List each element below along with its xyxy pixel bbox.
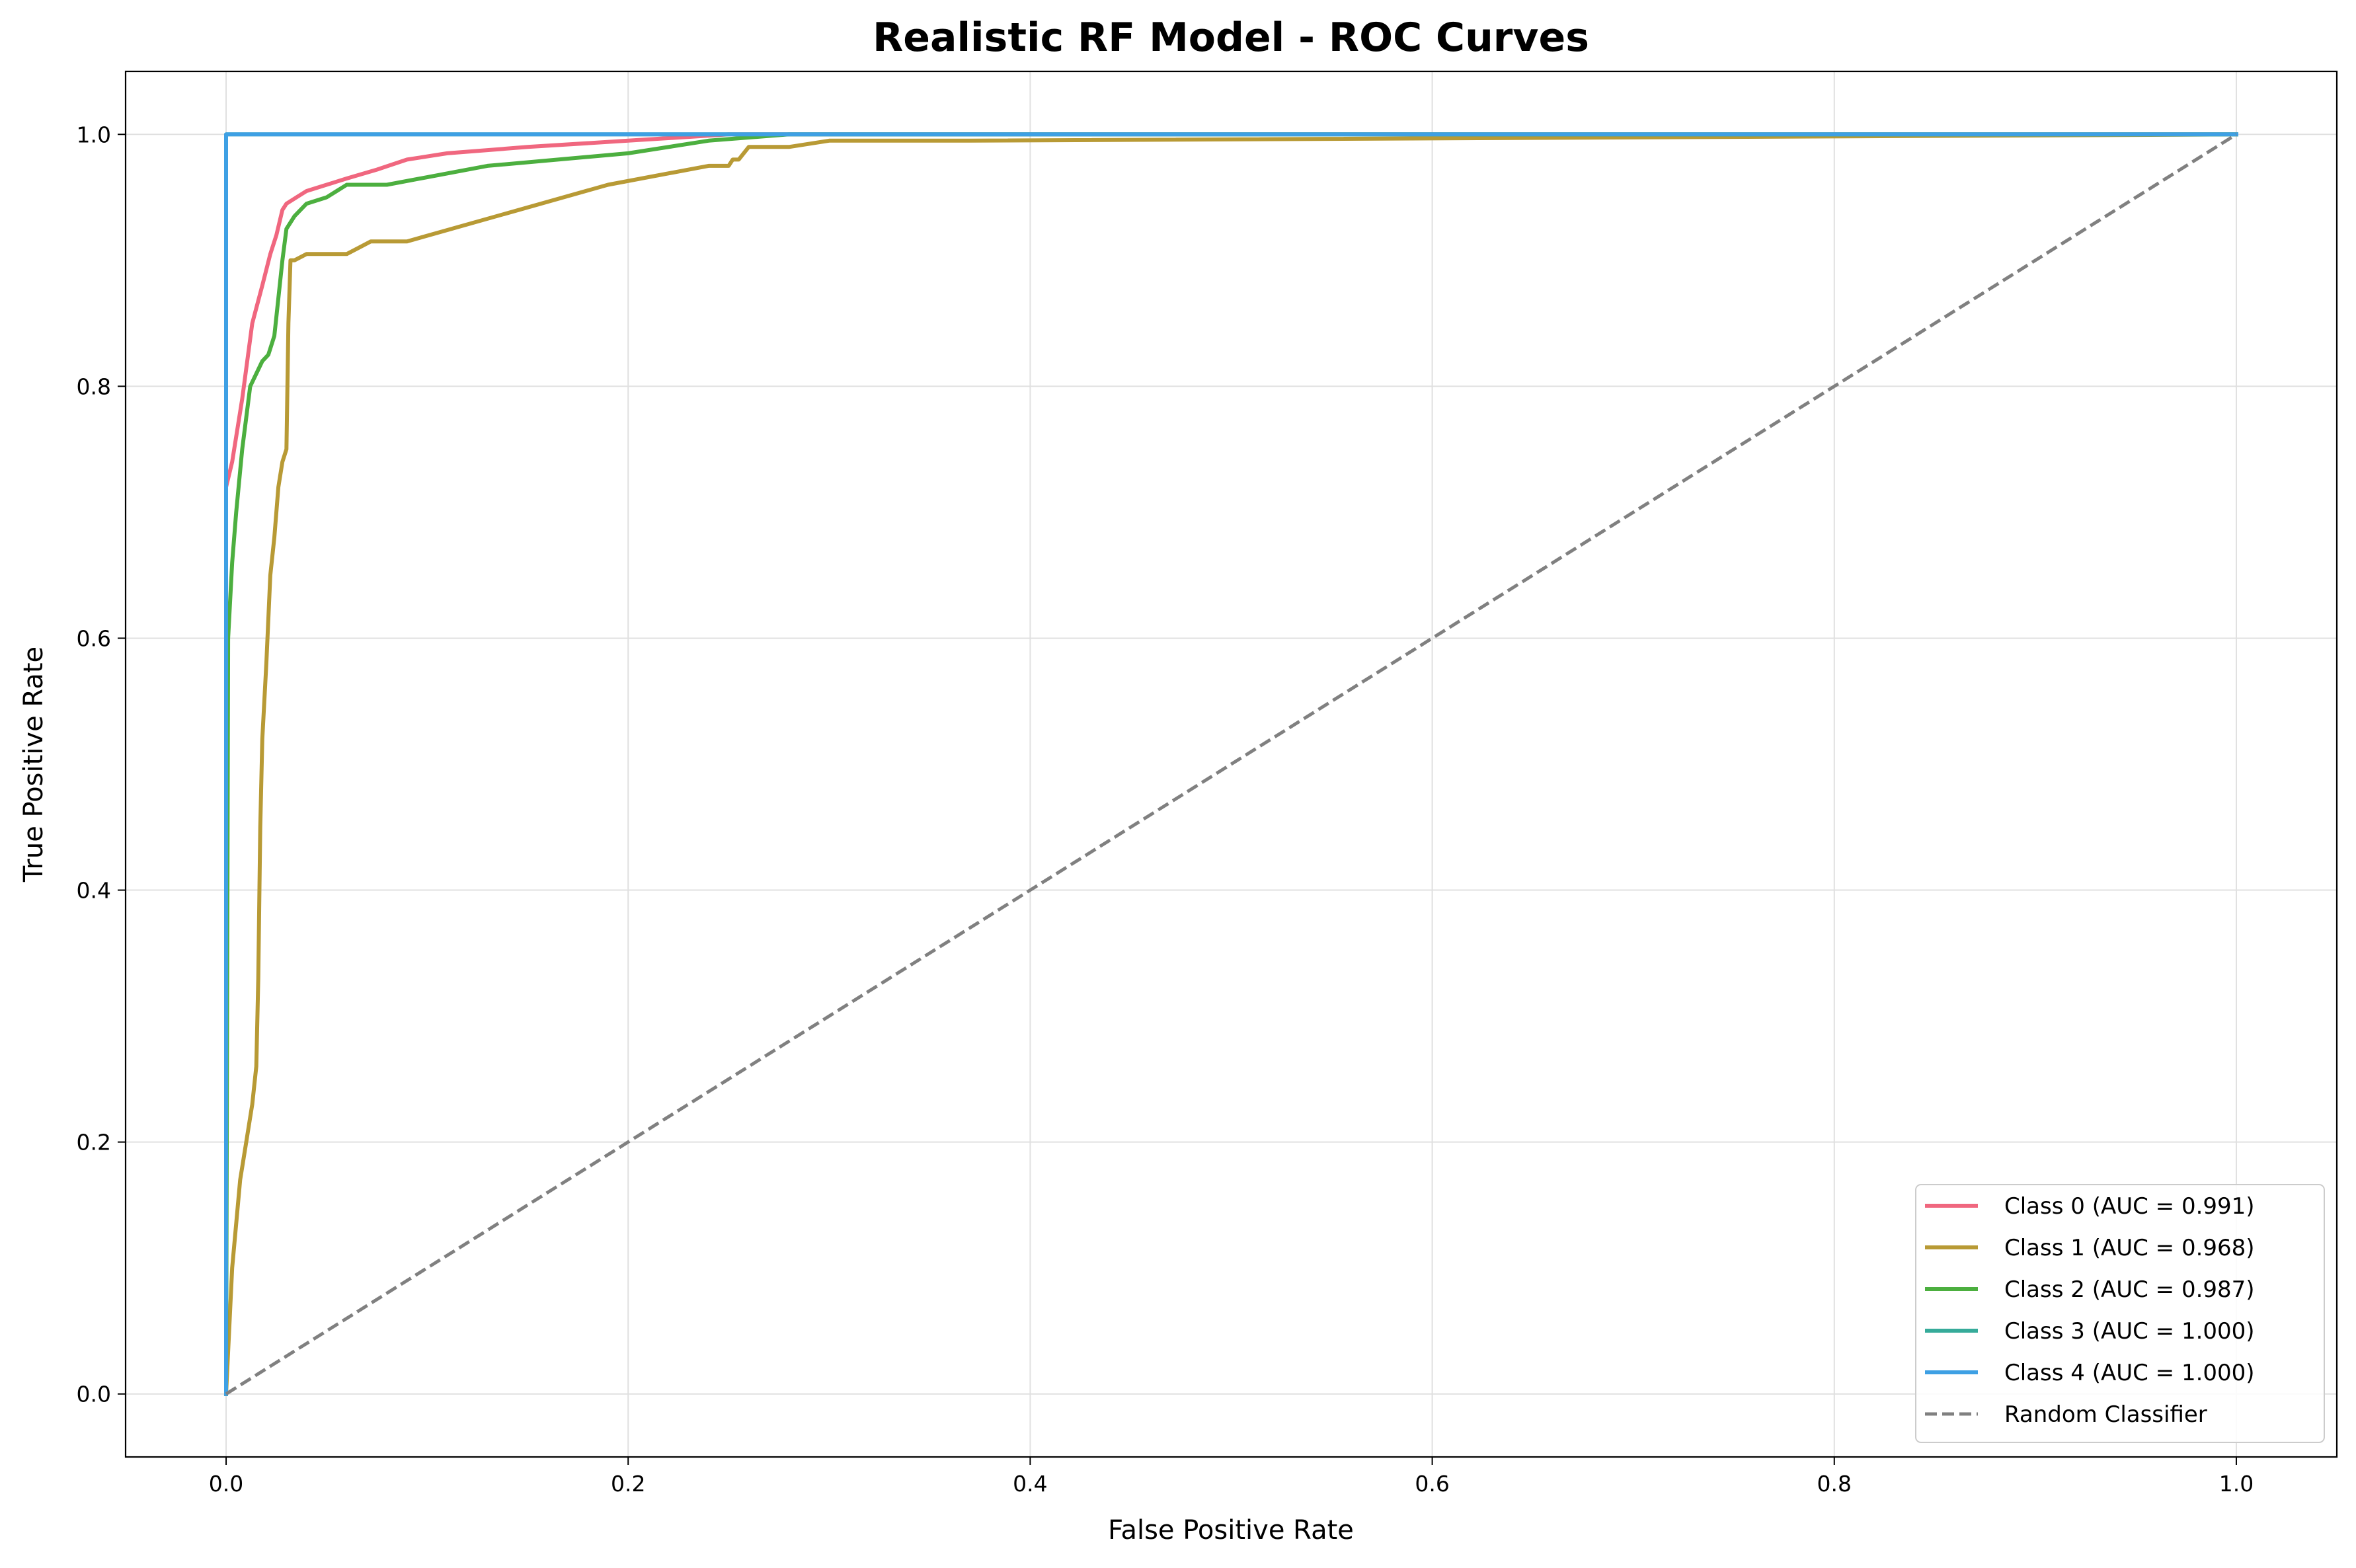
x-tick-label: 0.6 xyxy=(1415,1471,1449,1497)
legend-label: Class 3 (AUC = 1.000) xyxy=(2004,1318,2255,1345)
roc-curve-class-2 xyxy=(223,132,2238,1396)
legend-label: Class 0 (AUC = 0.991) xyxy=(2004,1193,2255,1220)
chart-title: Realistic RF Model - ROC Curves xyxy=(873,15,1589,61)
y-tick-label: 0.6 xyxy=(77,625,111,651)
legend-items: Class 0 (AUC = 0.991) Class 1 (AUC = 0.96… xyxy=(1925,1193,2255,1428)
random-classifier-line xyxy=(225,133,2238,1395)
x-axis-label: False Positive Rate xyxy=(1108,1515,1354,1546)
plot-frame xyxy=(124,70,2338,1458)
legend-label: Class 1 (AUC = 0.968) xyxy=(2004,1235,2255,1261)
roc-curve-class-1 xyxy=(223,132,2239,1396)
x-tick-label: 0.4 xyxy=(1013,1471,1047,1497)
y-tick-label: 0.2 xyxy=(77,1130,111,1156)
legend: Class 0 (AUC = 0.991) Class 1 (AUC = 0.96… xyxy=(1915,1184,2325,1443)
series-layer xyxy=(223,132,2239,1396)
y-tick-label: 0.0 xyxy=(77,1382,111,1407)
legend-label: Class 4 (AUC = 1.000) xyxy=(2004,1360,2255,1386)
x-tick-label: 0.8 xyxy=(1817,1471,1852,1497)
y-axis-label: True Positive Rate xyxy=(19,647,49,882)
x-tick-label: 0.2 xyxy=(611,1471,645,1497)
roc-curve-class-0 xyxy=(224,132,2238,1396)
y-tick-label: 1.0 xyxy=(77,122,111,147)
legend-label: Random Classifier xyxy=(2004,1401,2207,1428)
y-tick-label: 0.4 xyxy=(77,878,111,904)
roc-curve-class-4 xyxy=(224,132,2238,1396)
x-tick-label: 0.0 xyxy=(209,1471,243,1497)
x-tick-label: 1.0 xyxy=(2219,1471,2254,1497)
y-tick-label: 0.8 xyxy=(77,373,111,399)
tick-layer: 0.0 0.2 0.4 0.6 0.8 1.0 0.0 0.2 0.4 0.6 0.8 1.0 xyxy=(77,122,2254,1497)
legend-label: Class 2 (AUC = 0.987) xyxy=(2004,1276,2255,1303)
legend-frame xyxy=(1915,1184,2325,1443)
